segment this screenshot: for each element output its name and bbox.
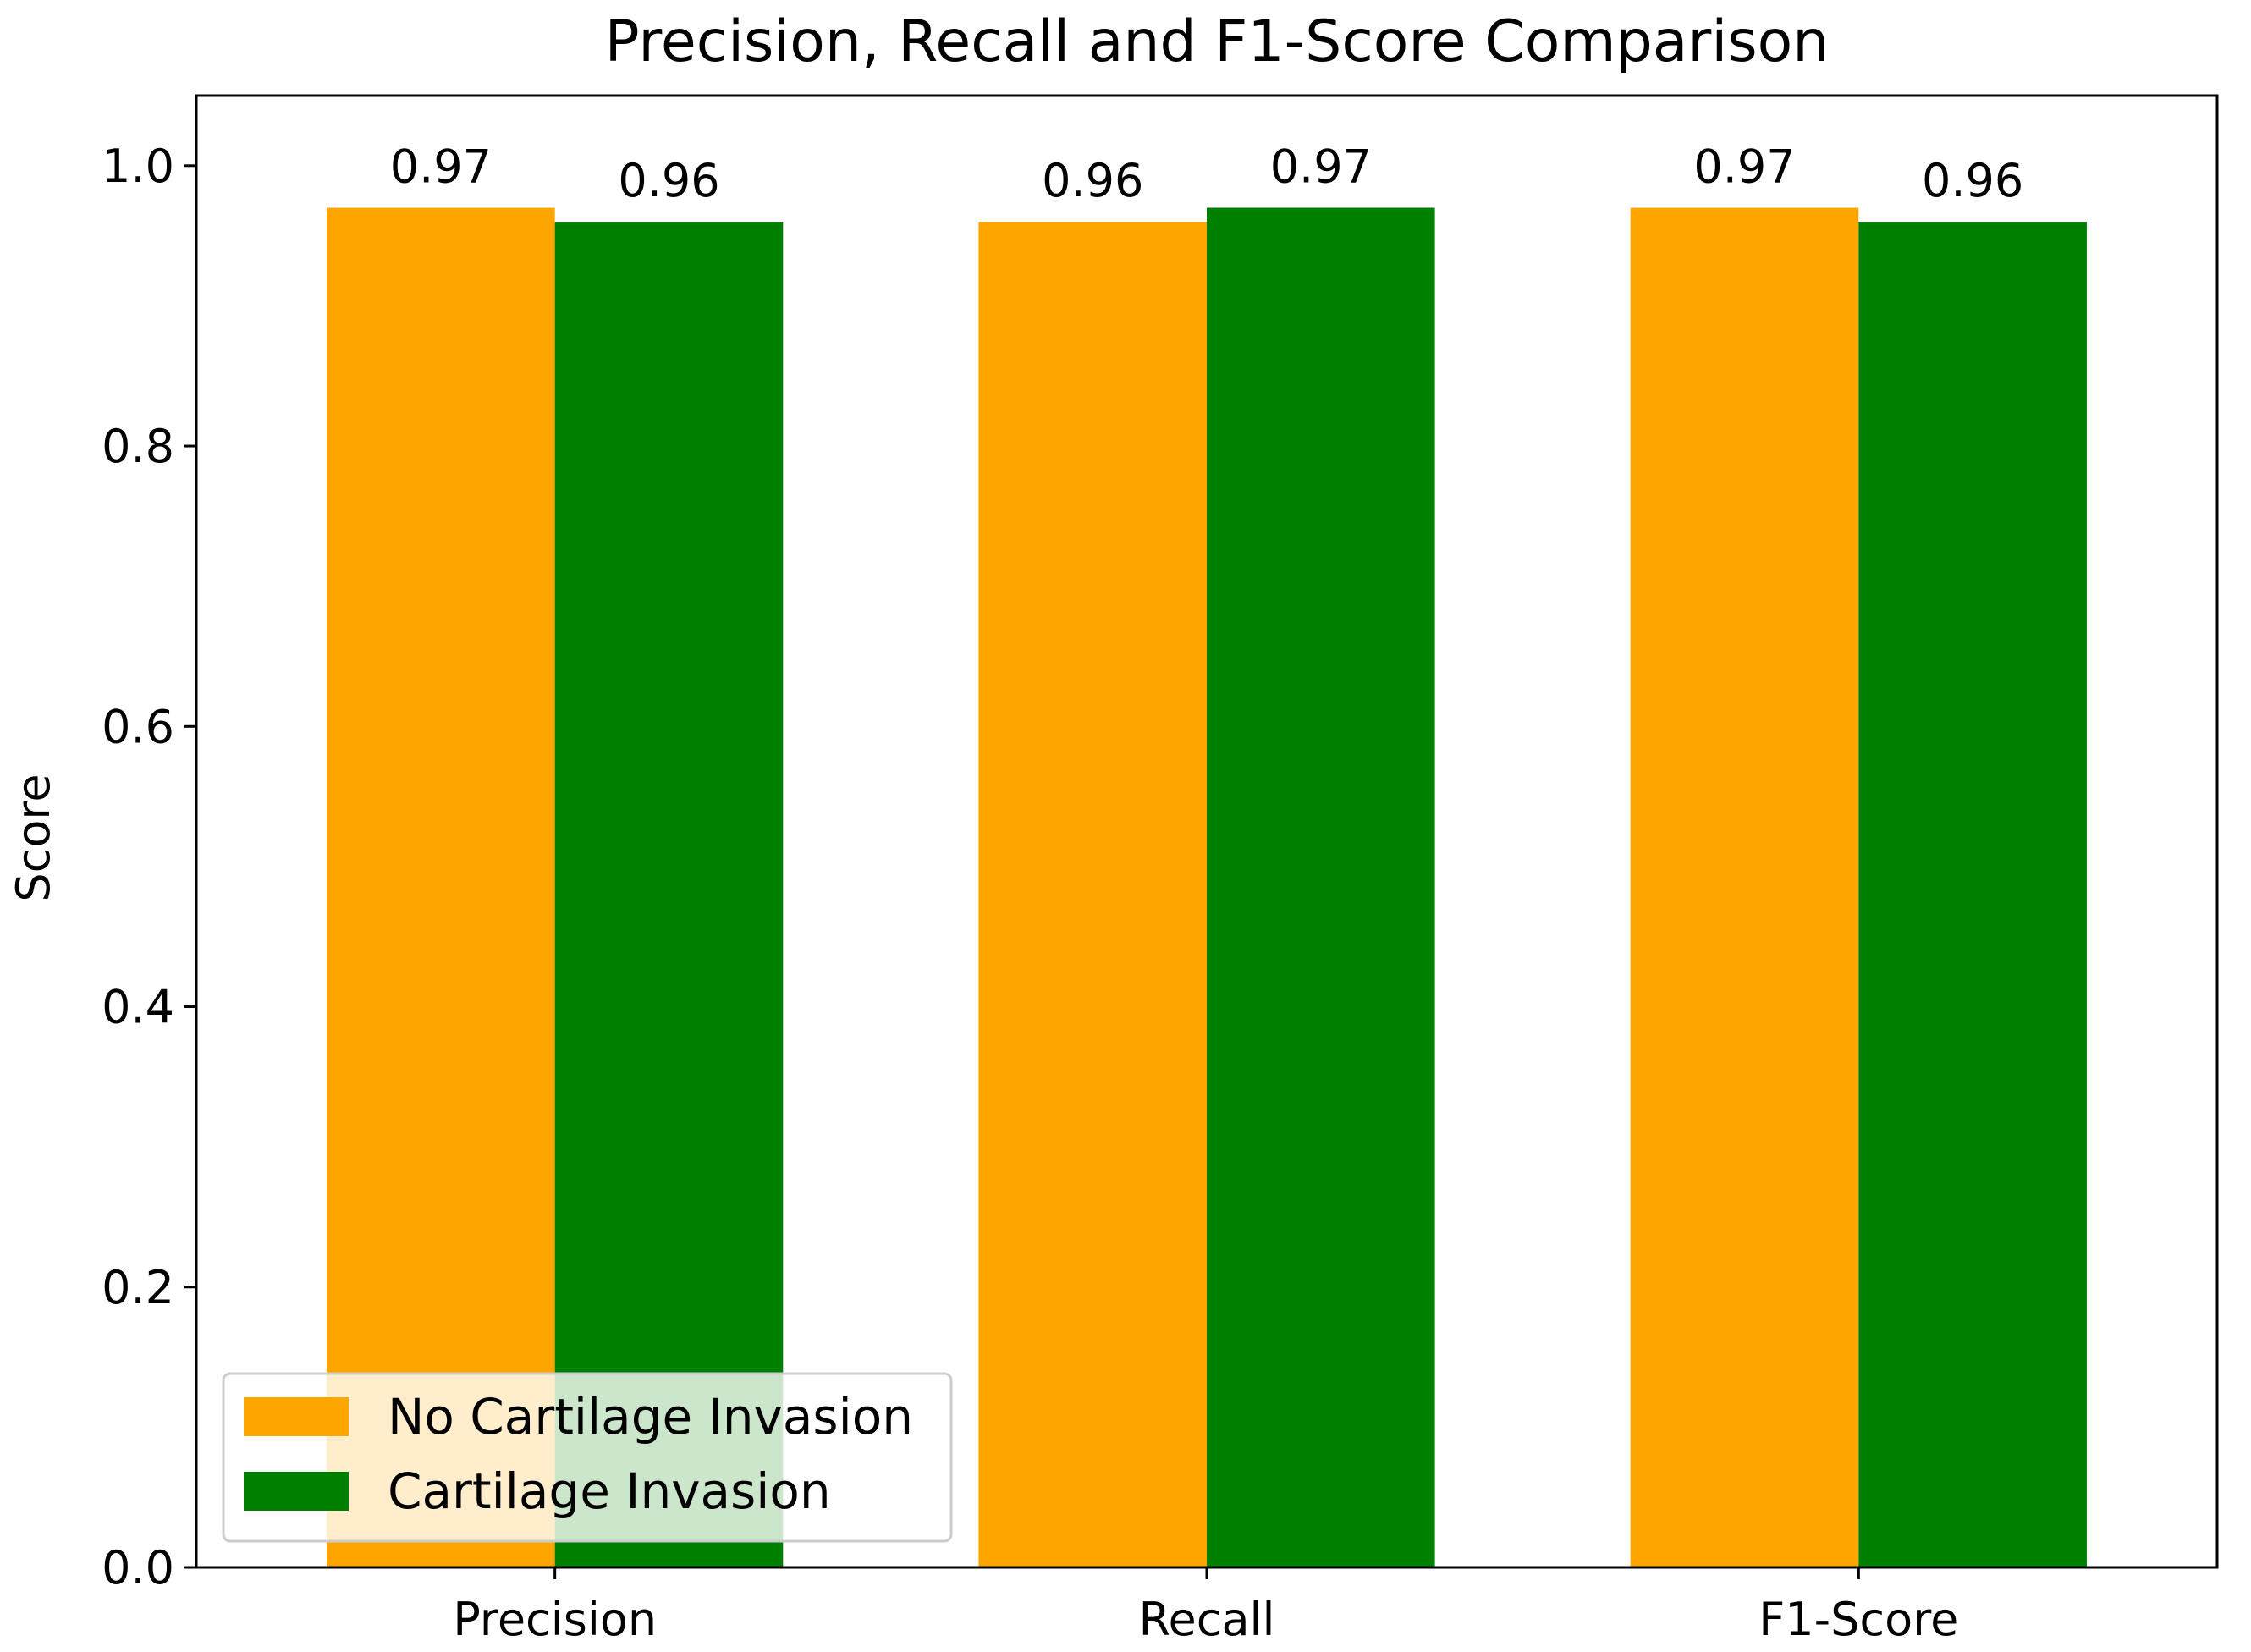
x-tick-label-recall: Recall: [1138, 1593, 1274, 1646]
data-label-precision-series-1: 0.97: [390, 140, 492, 193]
data-labels-layer: 0.97 0.96 0.97 0.96 0.97 0.96: [390, 140, 2023, 207]
bar-precision-series-1: [327, 207, 555, 1567]
data-label-recall-series-1: 0.96: [1042, 154, 1143, 207]
data-label-f1-score-series-1: 0.97: [1693, 140, 1795, 193]
data-label-f1-score-series-2: 0.96: [1922, 154, 2023, 207]
y-tick-label: 0.2: [102, 1261, 174, 1314]
legend: No Cartilage Invasion Cartilage Invasion: [222, 1372, 953, 1543]
bar-precision-series-2: [554, 222, 784, 1567]
y-tick-label: 0.8: [102, 420, 174, 473]
chart-title: Precision, Recall and F1-Score Compariso…: [605, 8, 1830, 75]
legend-box: [222, 1372, 953, 1543]
bar-recall-series-1: [978, 222, 1207, 1567]
legend-swatch-series-1: [244, 1397, 349, 1436]
y-axis-label: Score: [7, 774, 60, 901]
legend-label-series-2: Cartilage Invasion: [388, 1462, 831, 1520]
bar-f1-score-series-2: [1858, 222, 2087, 1567]
bar-f1-score-series-1: [1630, 207, 1859, 1567]
y-tick-label: 1.0: [102, 140, 174, 193]
axes-layer: 0.0 0.2 0.4 0.6 0.8 1.0 Precision Recall F1-Scor…: [102, 94, 2219, 1646]
x-tick-label-precision: Precision: [453, 1593, 657, 1646]
y-tick-label: 0.6: [102, 700, 174, 753]
bars-layer: [327, 207, 2087, 1567]
bar-recall-series-2: [1207, 207, 1435, 1567]
legend-label-series-1: No Cartilage Invasion: [388, 1388, 913, 1446]
data-label-recall-series-2: 0.97: [1270, 140, 1372, 193]
x-tick-label-f1-score: F1-Score: [1758, 1593, 1958, 1646]
data-label-precision-series-2: 0.96: [618, 154, 719, 207]
legend-swatch-series-2: [244, 1472, 349, 1511]
y-tick-label: 0.4: [102, 981, 174, 1034]
y-tick-label: 0.0: [102, 1541, 174, 1594]
